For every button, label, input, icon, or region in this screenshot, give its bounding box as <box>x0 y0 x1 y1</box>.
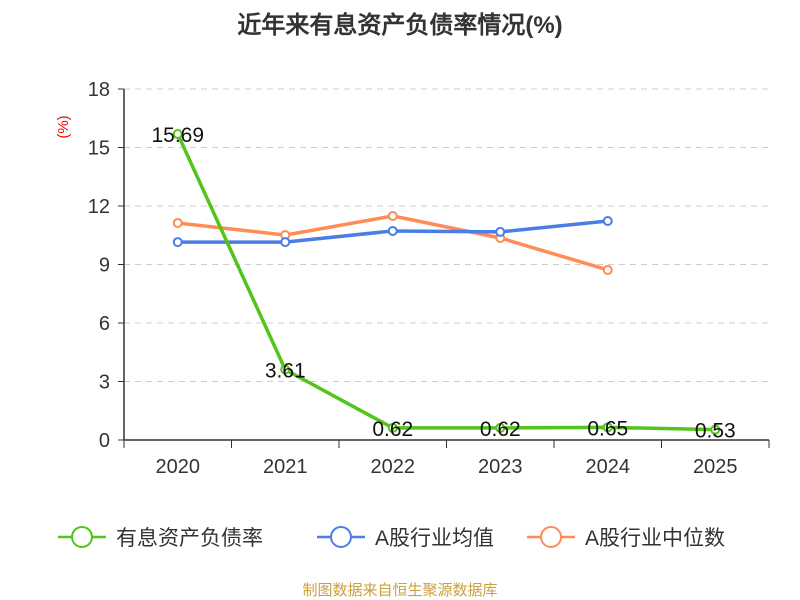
legend-marker <box>330 526 352 548</box>
data-label: 3.61 <box>265 360 306 383</box>
y-tick-label: 3 <box>99 372 110 394</box>
x-tick-label: 2021 <box>263 456 308 478</box>
legend-label: 有息资产负债率 <box>116 527 263 550</box>
data-point <box>172 237 183 248</box>
data-point <box>602 216 613 227</box>
data-point <box>280 237 291 248</box>
y-tick-label: 12 <box>88 196 110 218</box>
data-point <box>387 210 398 221</box>
data-label: 0.53 <box>695 420 736 443</box>
legend-marker <box>540 526 562 548</box>
data-point <box>172 217 183 228</box>
x-tick-label: 2020 <box>156 456 201 478</box>
data-point <box>280 364 291 375</box>
x-tick-label: 2024 <box>586 456 631 478</box>
data-point <box>602 422 613 433</box>
y-tick-label: 6 <box>99 313 110 335</box>
data-point <box>172 129 183 140</box>
legend-label: A股行业中位数 <box>585 527 725 550</box>
data-label: 0.62 <box>480 418 521 441</box>
chart-title: 近年来有息资产负债率情况(%) <box>237 11 562 39</box>
y-tick-label: 9 <box>99 255 110 277</box>
data-point <box>602 264 613 275</box>
x-tick-label: 2025 <box>693 456 738 478</box>
footer-source: 制图数据来自恒生聚源数据库 <box>302 582 497 599</box>
y-tick-label: 18 <box>88 79 110 101</box>
data-label: 15.69 <box>151 124 204 147</box>
data-point <box>387 422 398 433</box>
x-tick-label: 2023 <box>478 456 523 478</box>
data-point <box>495 226 506 237</box>
data-point <box>710 424 721 435</box>
legend-marker <box>71 526 93 548</box>
data-label: 0.65 <box>587 417 628 440</box>
y-tick-label: 0 <box>99 430 110 452</box>
y-axis-label: (%) <box>55 115 72 138</box>
y-tick-label: 15 <box>88 138 110 160</box>
x-tick-label: 2022 <box>371 456 416 478</box>
data-point <box>387 225 398 236</box>
legend-label: A股行业均值 <box>375 527 494 550</box>
data-label: 0.62 <box>372 418 413 441</box>
series-line <box>176 133 716 432</box>
data-point <box>495 422 506 433</box>
